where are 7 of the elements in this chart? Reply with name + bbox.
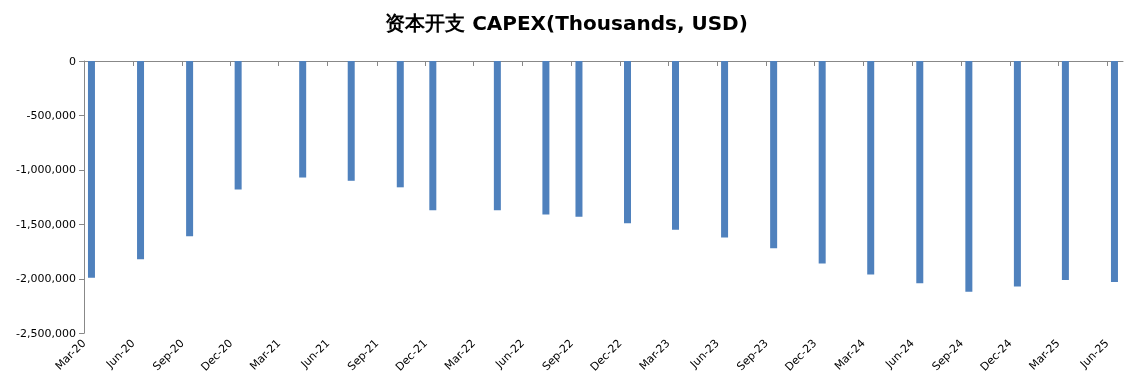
y-tick-label: -1,500,000 <box>16 217 76 231</box>
y-tick-label: -1,000,000 <box>16 163 76 177</box>
y-tick-label: 0 <box>69 54 76 68</box>
y-tick-label: -500,000 <box>26 108 76 122</box>
y-tick-label: -2,000,000 <box>16 272 76 286</box>
chart-title: 资本开支 CAPEX(Thousands, USD) <box>385 11 748 35</box>
y-tick-label: -2,500,000 <box>16 326 76 340</box>
